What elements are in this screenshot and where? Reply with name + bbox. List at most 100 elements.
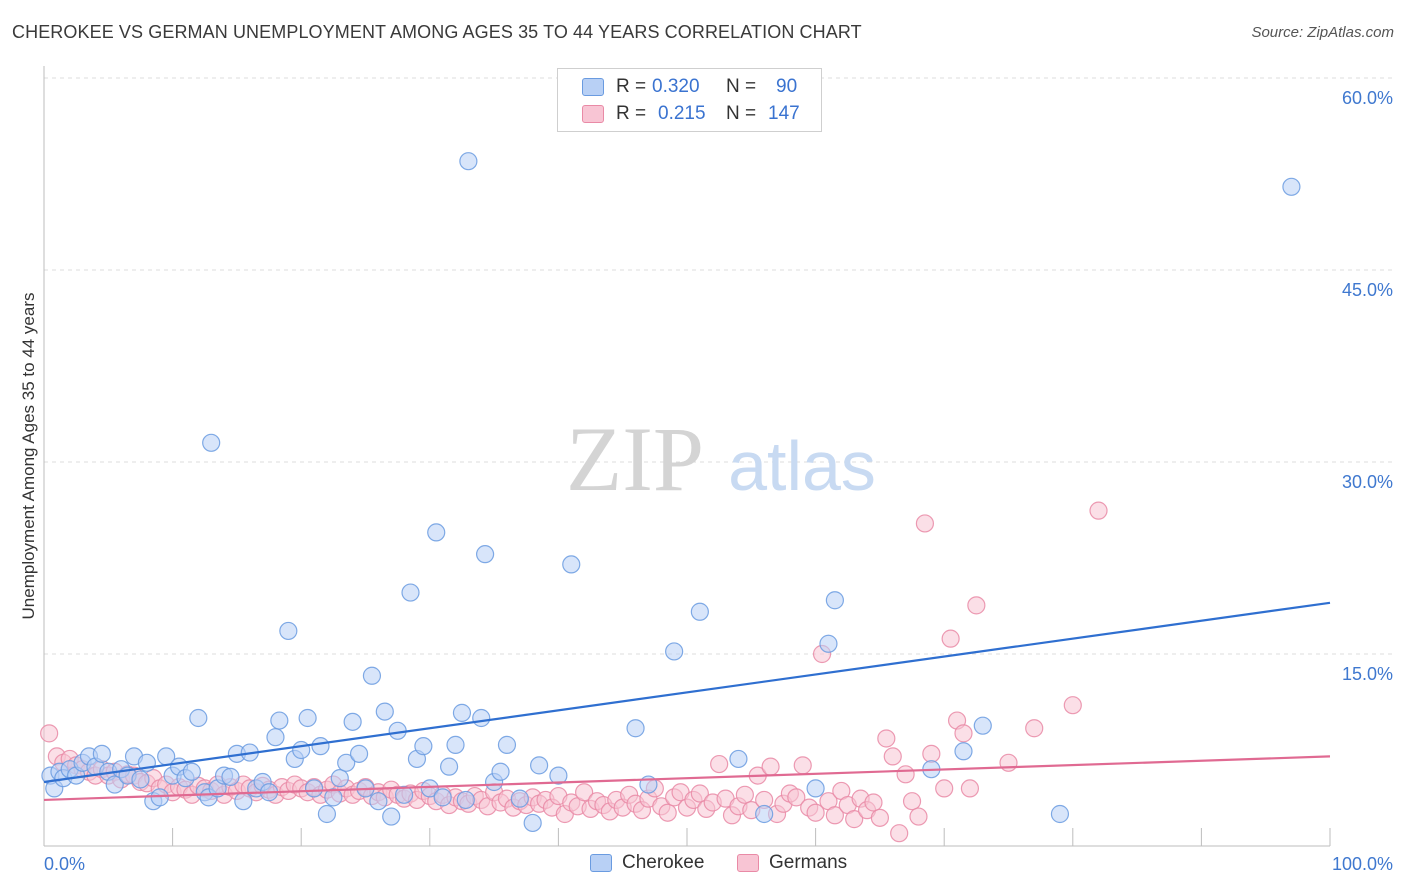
cherokee-point xyxy=(150,788,169,807)
n-value: 147 xyxy=(768,103,800,124)
y-tick-label: 15.0% xyxy=(1342,664,1393,684)
cherokee-point xyxy=(472,708,491,728)
cherokee-point xyxy=(729,749,748,769)
cherokee-point xyxy=(510,789,529,808)
watermark-atlas: atlas xyxy=(728,427,876,505)
cherokee-point xyxy=(105,775,124,794)
cherokee-point xyxy=(369,792,388,811)
cherokee-swatch xyxy=(582,78,604,96)
cherokee-point xyxy=(825,591,844,610)
r-value: 0.320 xyxy=(652,76,700,97)
germans-point xyxy=(787,788,806,807)
cherokee-point xyxy=(530,756,549,775)
cherokee-point xyxy=(311,737,330,756)
legend-item-cherokee[interactable]: Cherokee xyxy=(590,852,704,874)
germans-point xyxy=(870,808,890,827)
germans-point xyxy=(902,792,922,811)
germans-point xyxy=(877,729,896,748)
n-value: 90 xyxy=(776,76,798,97)
cherokee-point xyxy=(292,740,311,760)
y-tick-label: 45.0% xyxy=(1342,280,1393,300)
cherokee-point xyxy=(270,711,289,730)
chart-title: CHEROKEE VS GERMAN UNEMPLOYMENT AMONG AG… xyxy=(12,22,862,42)
axes xyxy=(43,66,1331,847)
cherokee-swatch xyxy=(590,854,612,872)
germans-point xyxy=(915,514,935,533)
cherokee-point xyxy=(456,790,475,810)
x-tick-label: 0.0% xyxy=(44,854,85,874)
cherokee-point xyxy=(317,804,337,824)
germans-point xyxy=(922,744,941,763)
n-label: N = xyxy=(726,76,757,97)
germans-point xyxy=(825,806,844,825)
germans-point xyxy=(941,629,960,648)
series-legend: Cherokee Germans xyxy=(0,852,1406,878)
legend-label: Germans xyxy=(769,852,848,873)
cherokee-point xyxy=(690,602,709,621)
cherokee-trend-line xyxy=(43,601,1331,784)
cherokee-point xyxy=(221,767,240,786)
germans-point xyxy=(1025,719,1044,738)
r-label: R = xyxy=(616,103,647,124)
germans-point xyxy=(806,803,825,822)
cherokee-point xyxy=(491,762,510,781)
germans-point xyxy=(761,757,780,776)
data-points xyxy=(40,152,1301,843)
cherokee-point xyxy=(234,792,253,811)
germans-point xyxy=(935,779,954,798)
source-label: Source: ZipAtlas.com xyxy=(1251,24,1394,41)
cherokee-point xyxy=(1050,804,1070,824)
y-tick-label: 60.0% xyxy=(1342,88,1393,108)
cherokee-point xyxy=(973,716,992,735)
germans-point xyxy=(883,747,902,766)
cherokee-point xyxy=(362,666,382,685)
cherokee-point xyxy=(427,523,446,542)
cherokee-point xyxy=(755,804,774,824)
cherokee-point xyxy=(349,744,369,763)
cherokee-point xyxy=(446,735,465,754)
y-tick-label: 30.0% xyxy=(1342,472,1393,492)
cherokee-point xyxy=(523,813,542,833)
cherokee-point xyxy=(382,807,401,826)
cherokee-point xyxy=(189,708,208,728)
watermark: ZIP atlas xyxy=(566,408,876,510)
cherokee-point xyxy=(806,779,825,798)
germans-point xyxy=(954,724,973,743)
cherokee-point xyxy=(475,545,495,564)
cherokee-point xyxy=(182,762,201,781)
cherokee-point xyxy=(330,769,349,788)
germans-point xyxy=(690,784,709,803)
germans-swatch xyxy=(582,105,604,123)
correlation-legend: R = 0.320 N = 90 R = 0.215 N = 147 xyxy=(557,68,822,132)
germans-point xyxy=(1089,501,1108,520)
y-axis-label: Unemployment Among Ages 35 to 44 years xyxy=(19,293,38,620)
cherokee-point xyxy=(497,735,517,754)
germans-swatch xyxy=(737,854,759,872)
germans-point xyxy=(864,793,883,812)
cherokee-point xyxy=(1282,177,1301,196)
cherokee-point xyxy=(420,779,439,798)
cherokee-point xyxy=(202,433,221,452)
r-value: 0.215 xyxy=(658,103,706,124)
watermark-zip: ZIP xyxy=(566,408,704,510)
germans-point xyxy=(909,807,928,826)
trend-lines xyxy=(43,601,1331,802)
grid-lines xyxy=(44,77,1392,655)
cherokee-point xyxy=(279,621,298,641)
cherokee-point xyxy=(439,757,459,776)
r-label: R = xyxy=(616,76,647,97)
germans-point xyxy=(1063,696,1082,715)
legend-item-germans[interactable]: Germans xyxy=(737,852,847,874)
cherokee-point xyxy=(401,583,420,602)
cherokee-point xyxy=(375,702,394,721)
cherokee-point xyxy=(298,708,317,728)
cherokee-point xyxy=(394,785,414,804)
tick-labels: 15.0% 30.0% 45.0% 60.0% 0.0% 100.0% xyxy=(44,88,1393,874)
n-label: N = xyxy=(726,103,757,124)
germans-point xyxy=(40,724,59,743)
germans-point xyxy=(575,783,594,802)
cherokee-point xyxy=(92,744,111,763)
cherokee-point xyxy=(343,712,362,731)
legend-row-cherokee: R = 0.320 N = 90 xyxy=(582,75,797,99)
